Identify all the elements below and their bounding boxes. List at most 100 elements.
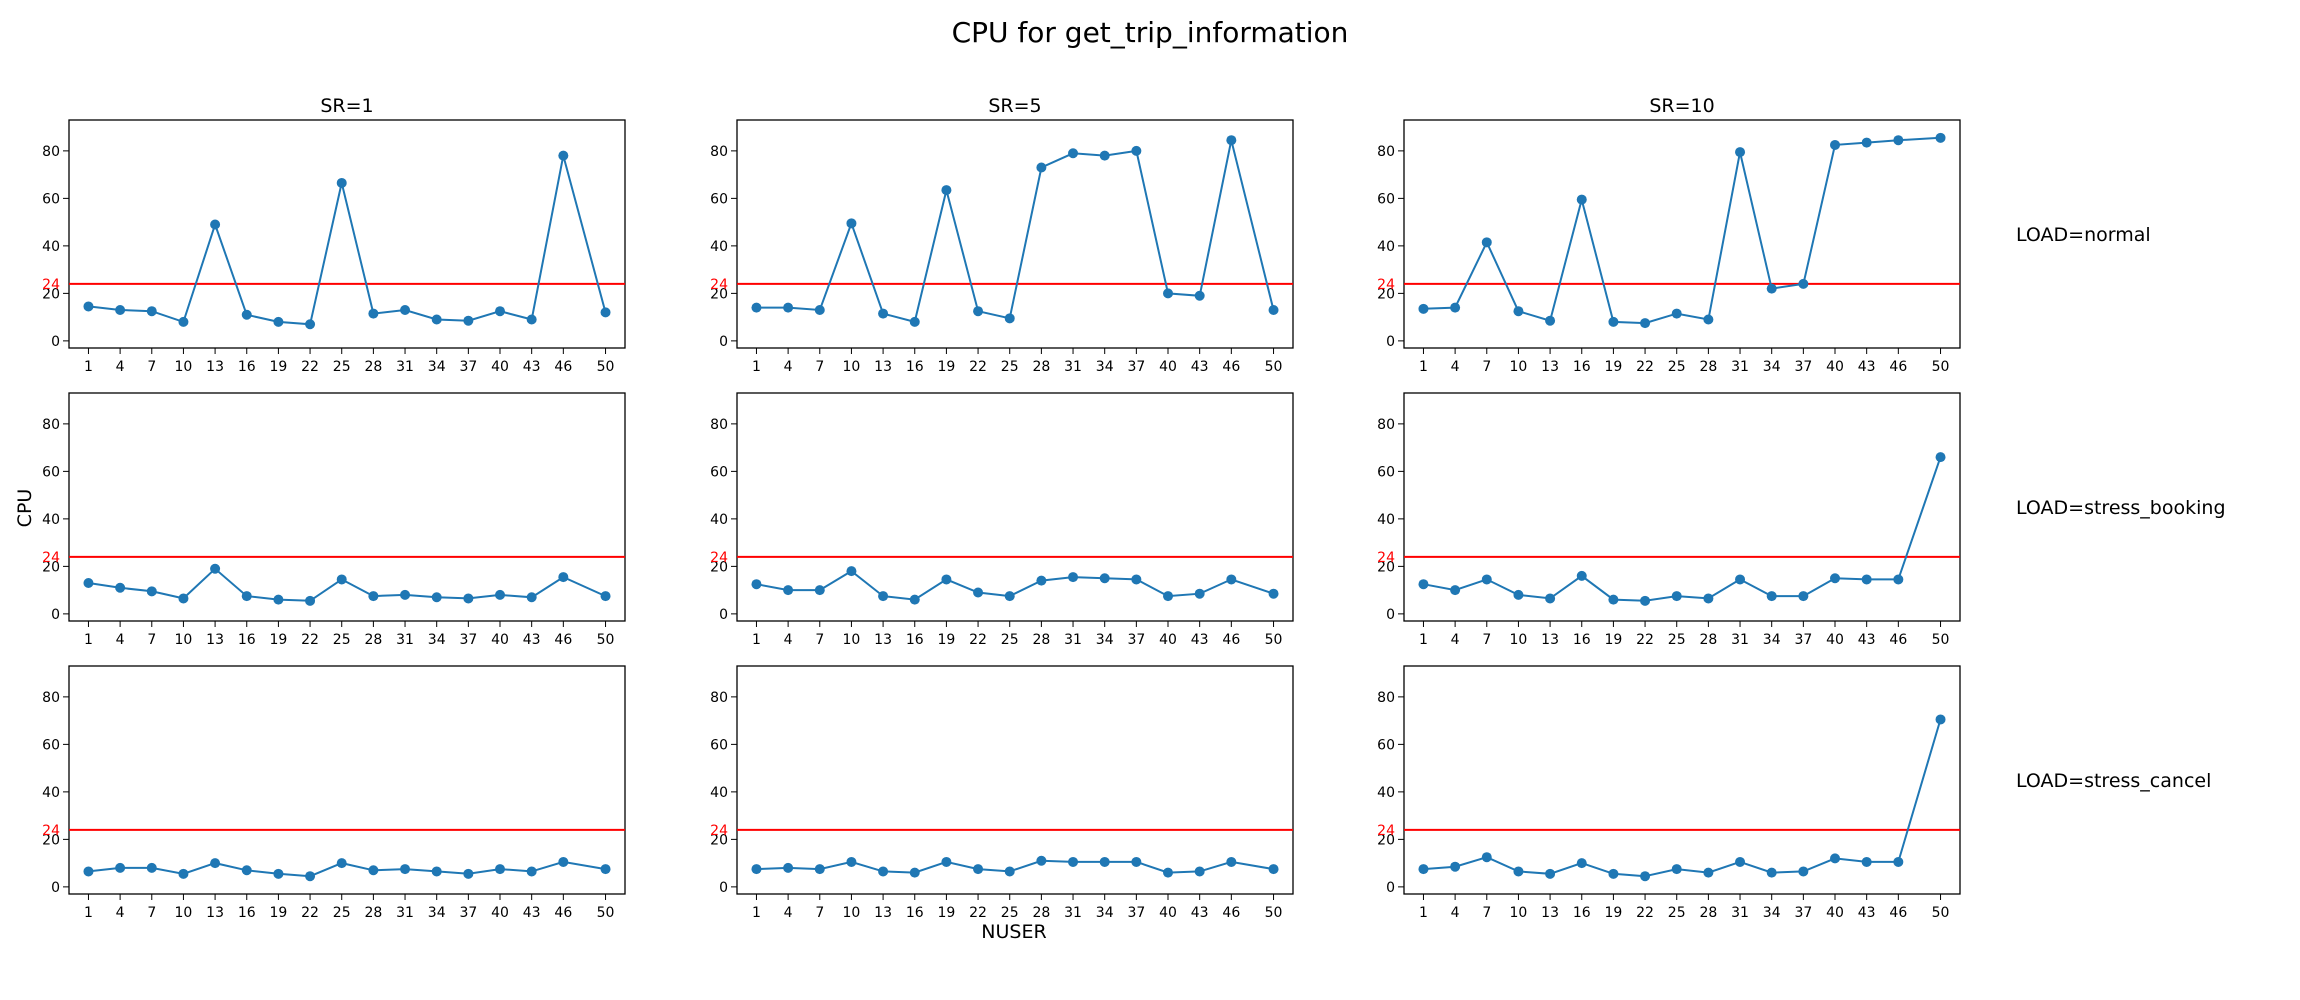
y-tick-label: 80 bbox=[1377, 690, 1395, 706]
x-tick-label: 22 bbox=[1636, 632, 1654, 648]
data-point bbox=[1640, 318, 1651, 329]
x-tick-label: 19 bbox=[1604, 905, 1622, 921]
x-tick-label: 28 bbox=[1032, 359, 1050, 375]
data-point bbox=[495, 864, 506, 875]
x-tick-label: 10 bbox=[843, 632, 861, 648]
x-tick-label: 40 bbox=[1159, 359, 1177, 375]
x-tick-label: 10 bbox=[1510, 632, 1528, 648]
column-title: SR=5 bbox=[988, 95, 1041, 117]
x-tick-label: 37 bbox=[1794, 359, 1812, 375]
x-tick-label: 31 bbox=[396, 359, 414, 375]
y-tick-label: 20 bbox=[1377, 286, 1395, 302]
y-tick-label: 60 bbox=[42, 737, 60, 753]
x-tick-label: 43 bbox=[1191, 632, 1209, 648]
axes-frame bbox=[68, 392, 626, 622]
y-tick-label: 40 bbox=[710, 785, 728, 801]
data-point bbox=[178, 316, 189, 327]
data-point bbox=[463, 315, 474, 326]
data-point bbox=[495, 589, 506, 600]
data-point bbox=[783, 585, 794, 596]
data-point bbox=[368, 591, 379, 602]
data-point bbox=[909, 316, 920, 327]
y-tick-label: 0 bbox=[719, 880, 728, 896]
x-tick-label: 13 bbox=[1541, 359, 1559, 375]
y-tick-label: 40 bbox=[42, 512, 60, 528]
x-tick-label: 46 bbox=[1889, 359, 1907, 375]
data-point bbox=[146, 586, 157, 597]
x-tick-label: 37 bbox=[1127, 632, 1145, 648]
x-tick-label: 43 bbox=[523, 359, 541, 375]
x-tick-label: 22 bbox=[969, 905, 987, 921]
data-point bbox=[178, 868, 189, 879]
x-tick-label: 28 bbox=[1699, 632, 1717, 648]
x-tick-label: 16 bbox=[238, 905, 256, 921]
y-tick-label: 20 bbox=[42, 559, 60, 575]
x-tick-label: 28 bbox=[364, 905, 382, 921]
x-tick-label: 1 bbox=[1419, 632, 1428, 648]
data-point bbox=[1893, 856, 1904, 867]
x-tick-label: 4 bbox=[1451, 905, 1460, 921]
x-tick-label: 22 bbox=[969, 632, 987, 648]
data-point bbox=[878, 866, 889, 877]
data-point bbox=[1450, 861, 1461, 872]
x-tick-label: 40 bbox=[491, 632, 509, 648]
data-point bbox=[431, 592, 442, 603]
subplot: 0 20 40 60 80 1 4 7 10 13 16 19 22 25 28 31 34 37 40 43 46 50… bbox=[1377, 665, 2211, 921]
x-axis-label: NUSER bbox=[981, 921, 1046, 943]
y-tick-label: 0 bbox=[51, 607, 60, 623]
data-point bbox=[909, 594, 920, 605]
x-tick-label: 4 bbox=[1451, 359, 1460, 375]
x-tick-label: 7 bbox=[147, 359, 156, 375]
series-line bbox=[88, 155, 607, 326]
row-label: LOAD=stress_cancel bbox=[2016, 770, 2211, 792]
x-tick-label: 34 bbox=[1096, 632, 1114, 648]
x-tick-label: 4 bbox=[116, 359, 125, 375]
y-tick-label: 80 bbox=[1377, 144, 1395, 160]
y-tick-label: 80 bbox=[42, 417, 60, 433]
data-point bbox=[600, 591, 611, 602]
x-tick-label: 22 bbox=[301, 632, 319, 648]
x-tick-label: 16 bbox=[1573, 359, 1591, 375]
data-point bbox=[600, 307, 611, 318]
x-tick-label: 34 bbox=[1763, 905, 1781, 921]
x-tick-label: 19 bbox=[937, 632, 955, 648]
data-point bbox=[431, 314, 442, 325]
x-tick-label: 37 bbox=[1127, 359, 1145, 375]
x-tick-label: 13 bbox=[206, 632, 224, 648]
data-point bbox=[210, 563, 221, 574]
x-tick-label: 25 bbox=[1001, 359, 1019, 375]
x-tick-label: 4 bbox=[784, 359, 793, 375]
x-tick-label: 22 bbox=[301, 359, 319, 375]
x-tick-label: 46 bbox=[554, 359, 572, 375]
x-tick-label: 25 bbox=[333, 359, 351, 375]
x-tick-label: 13 bbox=[206, 905, 224, 921]
data-point bbox=[1735, 147, 1746, 158]
y-tick-label: 20 bbox=[42, 832, 60, 848]
x-tick-label: 43 bbox=[1191, 905, 1209, 921]
x-tick-label: 25 bbox=[1668, 905, 1686, 921]
series-line bbox=[1423, 136, 1941, 325]
x-tick-label: 34 bbox=[1096, 905, 1114, 921]
threshold-label: 24 bbox=[42, 277, 60, 293]
x-tick-label: 19 bbox=[269, 359, 287, 375]
x-tick-label: 1 bbox=[752, 632, 761, 648]
data-point bbox=[814, 305, 825, 315]
data-point bbox=[878, 591, 889, 602]
x-tick-label: 34 bbox=[428, 632, 446, 648]
data-point bbox=[1194, 866, 1205, 877]
x-tick-label: 31 bbox=[1731, 359, 1749, 375]
data-point bbox=[1798, 278, 1809, 289]
series-line bbox=[1423, 719, 1942, 878]
x-tick-label: 34 bbox=[428, 905, 446, 921]
data-point bbox=[495, 306, 506, 317]
data-point bbox=[973, 864, 984, 875]
x-tick-label: 50 bbox=[1932, 905, 1950, 921]
data-point bbox=[368, 308, 379, 319]
x-tick-label: 34 bbox=[1096, 359, 1114, 375]
data-point bbox=[878, 308, 889, 319]
data-point bbox=[1163, 591, 1174, 602]
x-tick-label: 13 bbox=[874, 359, 892, 375]
data-point bbox=[400, 305, 411, 315]
data-point bbox=[336, 177, 347, 188]
